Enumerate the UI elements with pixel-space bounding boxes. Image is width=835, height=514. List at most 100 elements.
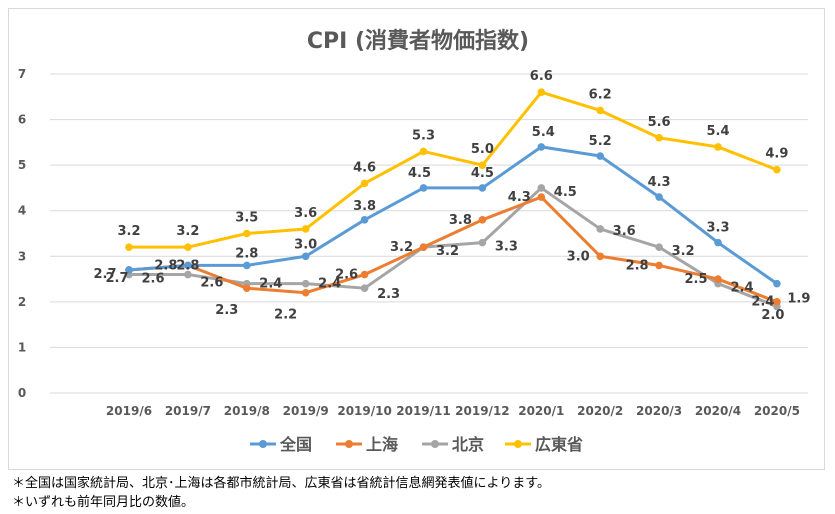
x-tick-label: 2020/5 [754,404,800,418]
series-line-2 [129,186,778,308]
legend-marker [259,440,267,448]
data-label: 3.2 [672,244,695,259]
data-label: 4.9 [765,147,788,162]
chart-title: CPI (消費者物価指数) [307,28,529,54]
legend-marker [514,440,522,448]
y-axis: 0 1 2 3 4 5 6 7 [18,67,26,400]
series-lines [125,88,781,311]
footnote-source: ＊全国は国家統計局、北京･上海は各都市統計局、広東省は省統計信息網発表値によりま… [12,476,550,491]
data-label: 6.2 [589,87,612,102]
data-label: 3.2 [176,224,199,239]
data-point [360,284,369,292]
data-label: 2.4 [318,277,341,292]
data-label: 2.6 [335,268,358,283]
x-tick-label: 2019/10 [337,404,391,418]
data-point [478,216,487,224]
data-label: 3.6 [613,224,636,239]
data-point [655,261,663,270]
data-point [243,284,251,292]
data-point [125,266,133,274]
y-tick-label: 3 [18,249,26,263]
data-label: 3.3 [706,221,729,236]
data-point [478,184,487,192]
data-label: 3.2 [390,240,413,255]
legend-label: 上海 [366,435,398,454]
data-point [419,184,428,192]
x-tick-label: 2019/12 [455,404,509,418]
data-label: 5.0 [471,142,494,157]
data-label: 3.6 [294,206,317,221]
data-point [184,270,192,279]
data-point [655,193,663,201]
y-tick-label: 7 [18,67,26,81]
data-label: 4.5 [471,166,494,181]
data-label: 2.7 [105,271,128,286]
x-axis: 2019/6 2019/7 2019/8 2019/9 2019/10 2019/11 20… [106,404,800,418]
data-label: 3.2 [436,244,459,259]
data-point [125,243,133,251]
legend-label: 広東省 [535,435,583,454]
data-label: 2.5 [684,272,707,287]
x-tick-label: 2020/3 [636,404,682,418]
data-label: 2.8 [176,258,199,273]
data-point [773,165,781,174]
y-tick-label: 6 [18,113,26,127]
data-label: 2.0 [761,308,784,323]
legend-item: 全国 [250,435,312,454]
data-label: 2.2 [274,308,297,323]
data-point [301,288,310,297]
data-label: 2.3 [215,303,238,318]
series-line-0 [128,145,778,285]
grid-lines [50,73,808,394]
data-label: 2.7 [93,267,116,282]
data-point [184,261,192,270]
legend-marker [431,440,439,448]
data-label: 3.3 [495,240,518,255]
data-point [243,261,251,270]
y-tick-label: 5 [18,158,26,172]
data-point [596,252,604,261]
data-label: 4.3 [648,175,671,190]
data-point [184,243,192,251]
data-point [537,193,546,201]
data-point [301,279,310,288]
data-label: 5.4 [706,124,729,139]
x-tick-label: 2019/11 [396,404,450,418]
data-point [537,88,546,97]
data-label: 5.6 [648,115,671,130]
x-tick-label: 2020/4 [695,404,741,418]
data-point [596,152,604,160]
x-tick-label: 2019/7 [165,404,211,418]
y-tick-label: 1 [18,340,26,354]
series-line-1 [128,195,778,304]
data-point [596,225,604,233]
data-point [655,243,663,251]
data-point [419,243,428,251]
data-point [655,134,663,142]
data-point [301,225,310,233]
data-point [714,275,722,283]
data-label: 2.4 [730,281,753,296]
data-label: 3.2 [117,224,140,239]
data-label: 5.4 [532,125,555,140]
data-point [243,229,251,238]
y-tick-label: 2 [18,295,26,309]
data-point [360,216,369,224]
data-label: 4.6 [353,160,376,175]
data-label: 4.3 [508,190,531,205]
data-label: 2.6 [141,272,164,287]
data-point [773,298,781,306]
data-label: 6.6 [530,69,553,84]
legend-marker [345,440,353,448]
data-label: 2.3 [377,287,400,302]
data-label: 5.3 [412,128,435,143]
data-label: 2.8 [235,246,258,261]
data-label: 3.8 [353,199,376,214]
data-label: 3.0 [567,249,590,264]
data-label: 3.0 [294,237,317,252]
data-point [478,238,487,247]
series-line-3 [129,90,778,249]
data-point [714,238,722,247]
x-tick-label: 2020/1 [518,404,564,418]
